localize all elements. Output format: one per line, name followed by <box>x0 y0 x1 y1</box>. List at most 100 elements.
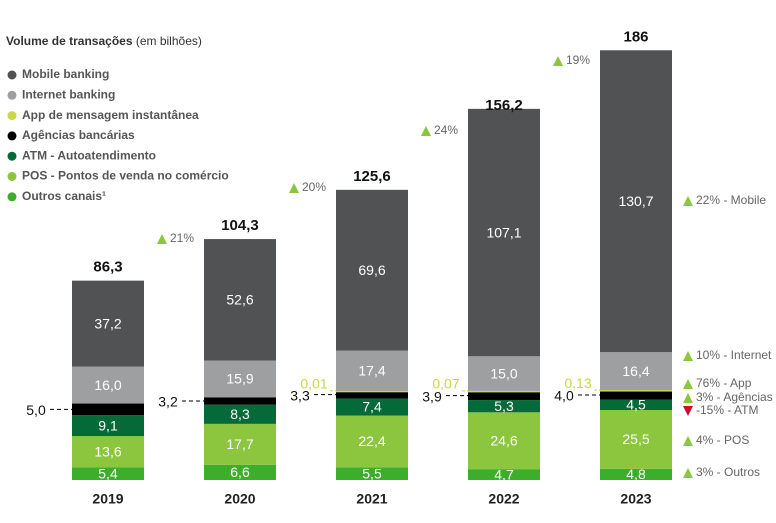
arrow <box>683 406 693 416</box>
bar-segment <box>336 350 408 391</box>
legend-label: POS - Pontos de venda no comércio <box>22 169 229 183</box>
value-label: 37,2 <box>94 315 121 331</box>
value-label: 0,13 <box>564 375 591 391</box>
growth-label: 20% <box>302 180 326 194</box>
value-label: 52,6 <box>226 292 253 308</box>
legend-swatch <box>7 131 17 141</box>
bar-segment <box>336 189 408 351</box>
bar-segment <box>336 415 408 468</box>
legend-label: Internet banking <box>22 87 115 101</box>
value-label: 0,07 <box>432 376 459 392</box>
value-label: 8,3 <box>230 406 250 422</box>
value-label: 4,7 <box>494 466 514 482</box>
arrow <box>683 436 693 446</box>
arrow <box>683 196 693 206</box>
bar-segment <box>204 464 276 480</box>
legend-swatch <box>7 90 17 100</box>
chart-title: Volume de transações (em bilhões) <box>6 34 202 48</box>
growth-label: 21% <box>170 231 194 245</box>
legend-label: Outros canais¹ <box>22 189 106 203</box>
bar-segment <box>600 410 672 469</box>
bar-segment <box>336 390 408 399</box>
value-label: 5,0 <box>26 402 46 418</box>
arrow <box>157 234 167 244</box>
arrow <box>289 183 299 193</box>
value-label: 16,0 <box>94 377 121 393</box>
value-label: 15,9 <box>226 371 253 387</box>
arrow <box>683 379 693 389</box>
value-label: 7,4 <box>362 399 382 415</box>
bar-segment <box>600 399 672 411</box>
legend-label: ATM - Autoatendimento <box>22 148 156 162</box>
bar-segment <box>468 356 540 391</box>
bar-segment <box>468 400 540 413</box>
arrow <box>421 126 431 136</box>
total-label: 125,6 <box>353 168 391 185</box>
value-label: 5,5 <box>362 465 382 481</box>
bar-segment <box>468 469 540 480</box>
value-label: 17,7 <box>226 436 253 452</box>
legend-swatch <box>7 111 17 121</box>
legend-label: Agências bancárias <box>22 128 135 142</box>
legend-label: Mobile banking <box>22 67 109 81</box>
bar-segment <box>72 366 144 404</box>
x-tick-label: 2022 <box>488 491 519 507</box>
bar-segment <box>468 390 540 393</box>
value-label: 25,5 <box>622 431 649 447</box>
bar-segment <box>468 391 540 401</box>
channel-growth-label: 3% - Agências <box>696 390 773 404</box>
total-label: 104,3 <box>221 217 259 234</box>
bar-segment <box>204 397 276 405</box>
bar-segment <box>72 415 144 437</box>
bar-segment <box>72 280 144 367</box>
value-label: 17,4 <box>358 362 385 378</box>
bar-segment <box>204 239 276 361</box>
bar-segment <box>600 390 672 392</box>
value-label: 3,2 <box>158 394 178 410</box>
legend-swatch <box>7 70 17 80</box>
bar-segment <box>468 108 540 357</box>
value-label: 15,0 <box>490 365 517 381</box>
channel-growth-label: 76% - App <box>696 376 752 390</box>
value-label: 9,1 <box>98 417 118 433</box>
x-tick-label: 2020 <box>224 491 255 507</box>
channel-growth-label: 4% - POS <box>696 433 749 447</box>
arrow <box>683 468 693 478</box>
value-label: 3,3 <box>290 387 310 403</box>
bar-segment <box>600 468 672 480</box>
legend-swatch <box>7 192 17 202</box>
total-label: 186 <box>623 28 648 45</box>
channel-growth-label: -15% - ATM <box>696 403 758 417</box>
arrow <box>553 56 563 66</box>
value-label: 69,6 <box>358 262 385 278</box>
channel-growth-label: 22% - Mobile <box>696 193 766 207</box>
arrow <box>683 393 693 403</box>
bar-segment <box>72 436 144 468</box>
value-label: 16,4 <box>622 363 649 379</box>
bar-segment <box>204 360 276 398</box>
value-label: 107,1 <box>486 224 521 240</box>
x-tick-label: 2023 <box>620 491 651 507</box>
value-label: 13,6 <box>94 444 121 460</box>
legend-label: App de mensagem instantânea <box>22 108 199 122</box>
bar-segment <box>204 404 276 424</box>
value-label: 6,6 <box>230 464 250 480</box>
bar-segment <box>204 423 276 465</box>
title: Volume de transações <box>6 34 133 48</box>
bar-segment <box>600 352 672 391</box>
bar-segment <box>600 390 672 400</box>
value-label: 5,4 <box>98 465 118 481</box>
title-unit: (em bilhões) <box>136 34 202 48</box>
value-label: 24,6 <box>490 432 517 448</box>
x-tick-label: 2021 <box>356 491 387 507</box>
bar-segment <box>336 390 408 393</box>
value-label: 22,4 <box>358 433 385 449</box>
channel-growth-label: 3% - Outros <box>696 465 760 479</box>
value-label: 130,7 <box>618 193 653 209</box>
legend-swatch <box>7 172 17 181</box>
bar-segment <box>336 467 408 480</box>
bar-segment <box>336 398 408 416</box>
value-label: 0,01 <box>300 376 327 392</box>
bar-segment <box>72 467 144 480</box>
